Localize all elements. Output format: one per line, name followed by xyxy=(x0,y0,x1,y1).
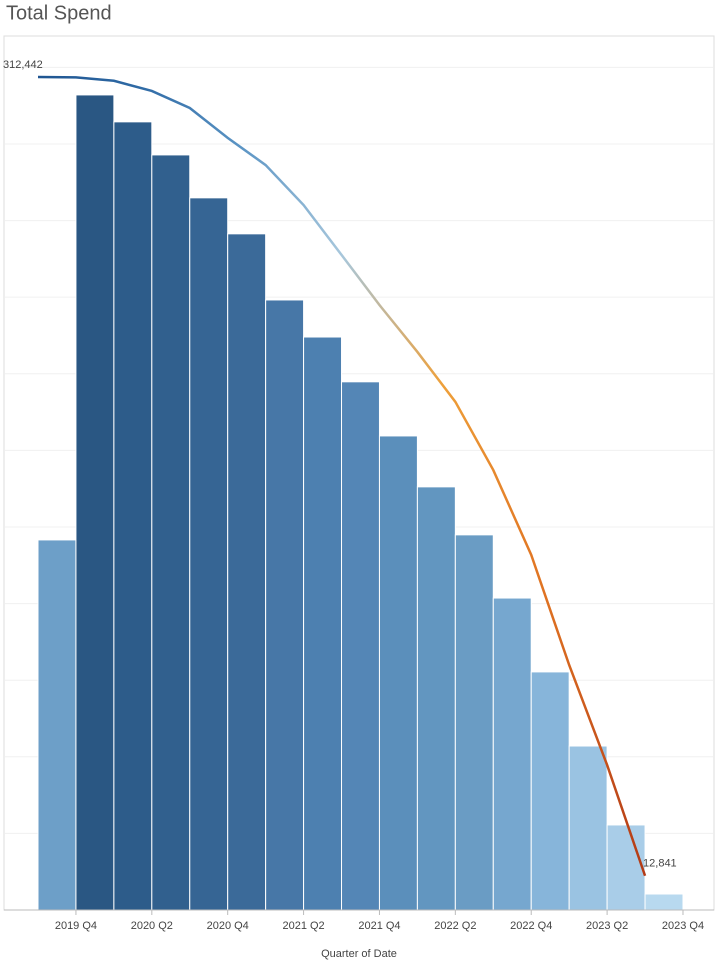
x-tick-label: 2020 Q4 xyxy=(207,920,249,932)
bar xyxy=(416,486,456,911)
chart-title: Total Spend xyxy=(6,2,112,24)
bar xyxy=(644,893,684,911)
x-tick-label: 2021 Q2 xyxy=(282,920,324,932)
bar xyxy=(189,197,229,911)
x-axis-title: Quarter of Date xyxy=(321,948,397,960)
bar xyxy=(227,233,267,911)
bar xyxy=(568,745,608,911)
bar xyxy=(454,534,494,911)
x-tick-label: 2020 Q2 xyxy=(131,920,173,932)
bar xyxy=(113,121,153,911)
x-tick-label: 2022 Q2 xyxy=(434,920,476,932)
data-label: 312,442 xyxy=(3,59,43,71)
x-tick-label: 2021 Q4 xyxy=(358,920,400,932)
x-tick-label: 2023 Q4 xyxy=(662,920,704,932)
bar xyxy=(341,381,380,911)
bar xyxy=(75,94,115,911)
bar xyxy=(151,154,191,911)
bar xyxy=(530,671,570,911)
bar xyxy=(492,597,532,911)
line xyxy=(37,75,647,877)
x-tick-label: 2022 Q4 xyxy=(510,920,552,932)
bar xyxy=(37,539,77,911)
bar xyxy=(303,336,343,911)
bar xyxy=(265,299,305,911)
bar xyxy=(606,824,646,911)
x-tick-label: 2023 Q2 xyxy=(586,920,628,932)
data-label: 12,841 xyxy=(643,858,677,870)
bar xyxy=(378,435,418,911)
x-tick-label: 2019 Q4 xyxy=(55,920,97,932)
